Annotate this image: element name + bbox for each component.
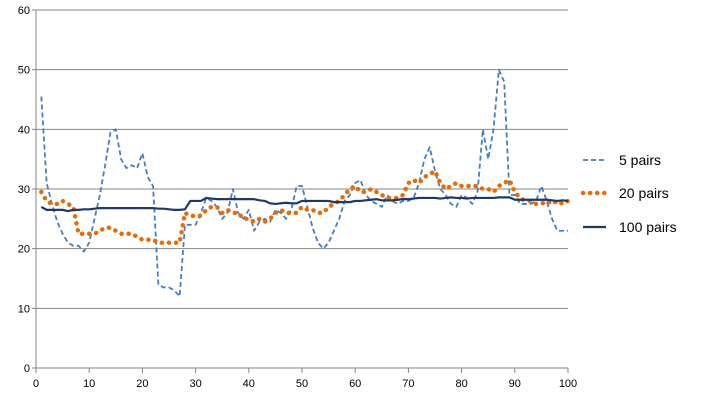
gridlines [36,9,568,309]
y-tick-label-30: 30 [18,184,30,196]
x-tick-label-40: 40 [243,378,255,390]
x-tick-label-80: 80 [455,378,467,390]
y-tick-label-20: 20 [18,244,30,256]
y-tick-label-10: 10 [18,303,30,315]
y-tick-label-0: 0 [24,363,30,375]
y-tick-labels: 0 10 20 30 40 50 60 [18,5,30,375]
x-tick-label-50: 50 [296,378,308,390]
series-line-5-pairs [40,68,568,298]
legend-label-20-pairs: 20 pairs [619,185,669,201]
y-tick-label-50: 50 [18,65,30,77]
x-tick-label-0: 0 [33,378,39,390]
series-lines [39,68,571,298]
x-tick-label-60: 60 [349,378,361,390]
x-tick-label-30: 30 [189,378,201,390]
x-tick-label-90: 90 [509,378,521,390]
x-tick-labels: 0 10 20 30 40 50 60 70 80 90 100 [33,378,577,390]
axes [32,9,569,373]
x-tick-label-100: 100 [559,378,577,390]
x-tick-label-20: 20 [136,378,148,390]
legend-label-100-pairs: 100 pairs [619,219,677,235]
legend: 5 pairs 20 pairs 100 pairs [580,152,677,235]
series-line-20-pairs [39,168,571,245]
x-tick-label-10: 10 [83,378,95,390]
x-tick-label-70: 70 [402,378,414,390]
legend-label-5-pairs: 5 pairs [619,152,661,168]
series-line-100-pairs [40,196,569,213]
y-tick-label-60: 60 [18,5,30,17]
y-tick-label-40: 40 [18,124,30,136]
